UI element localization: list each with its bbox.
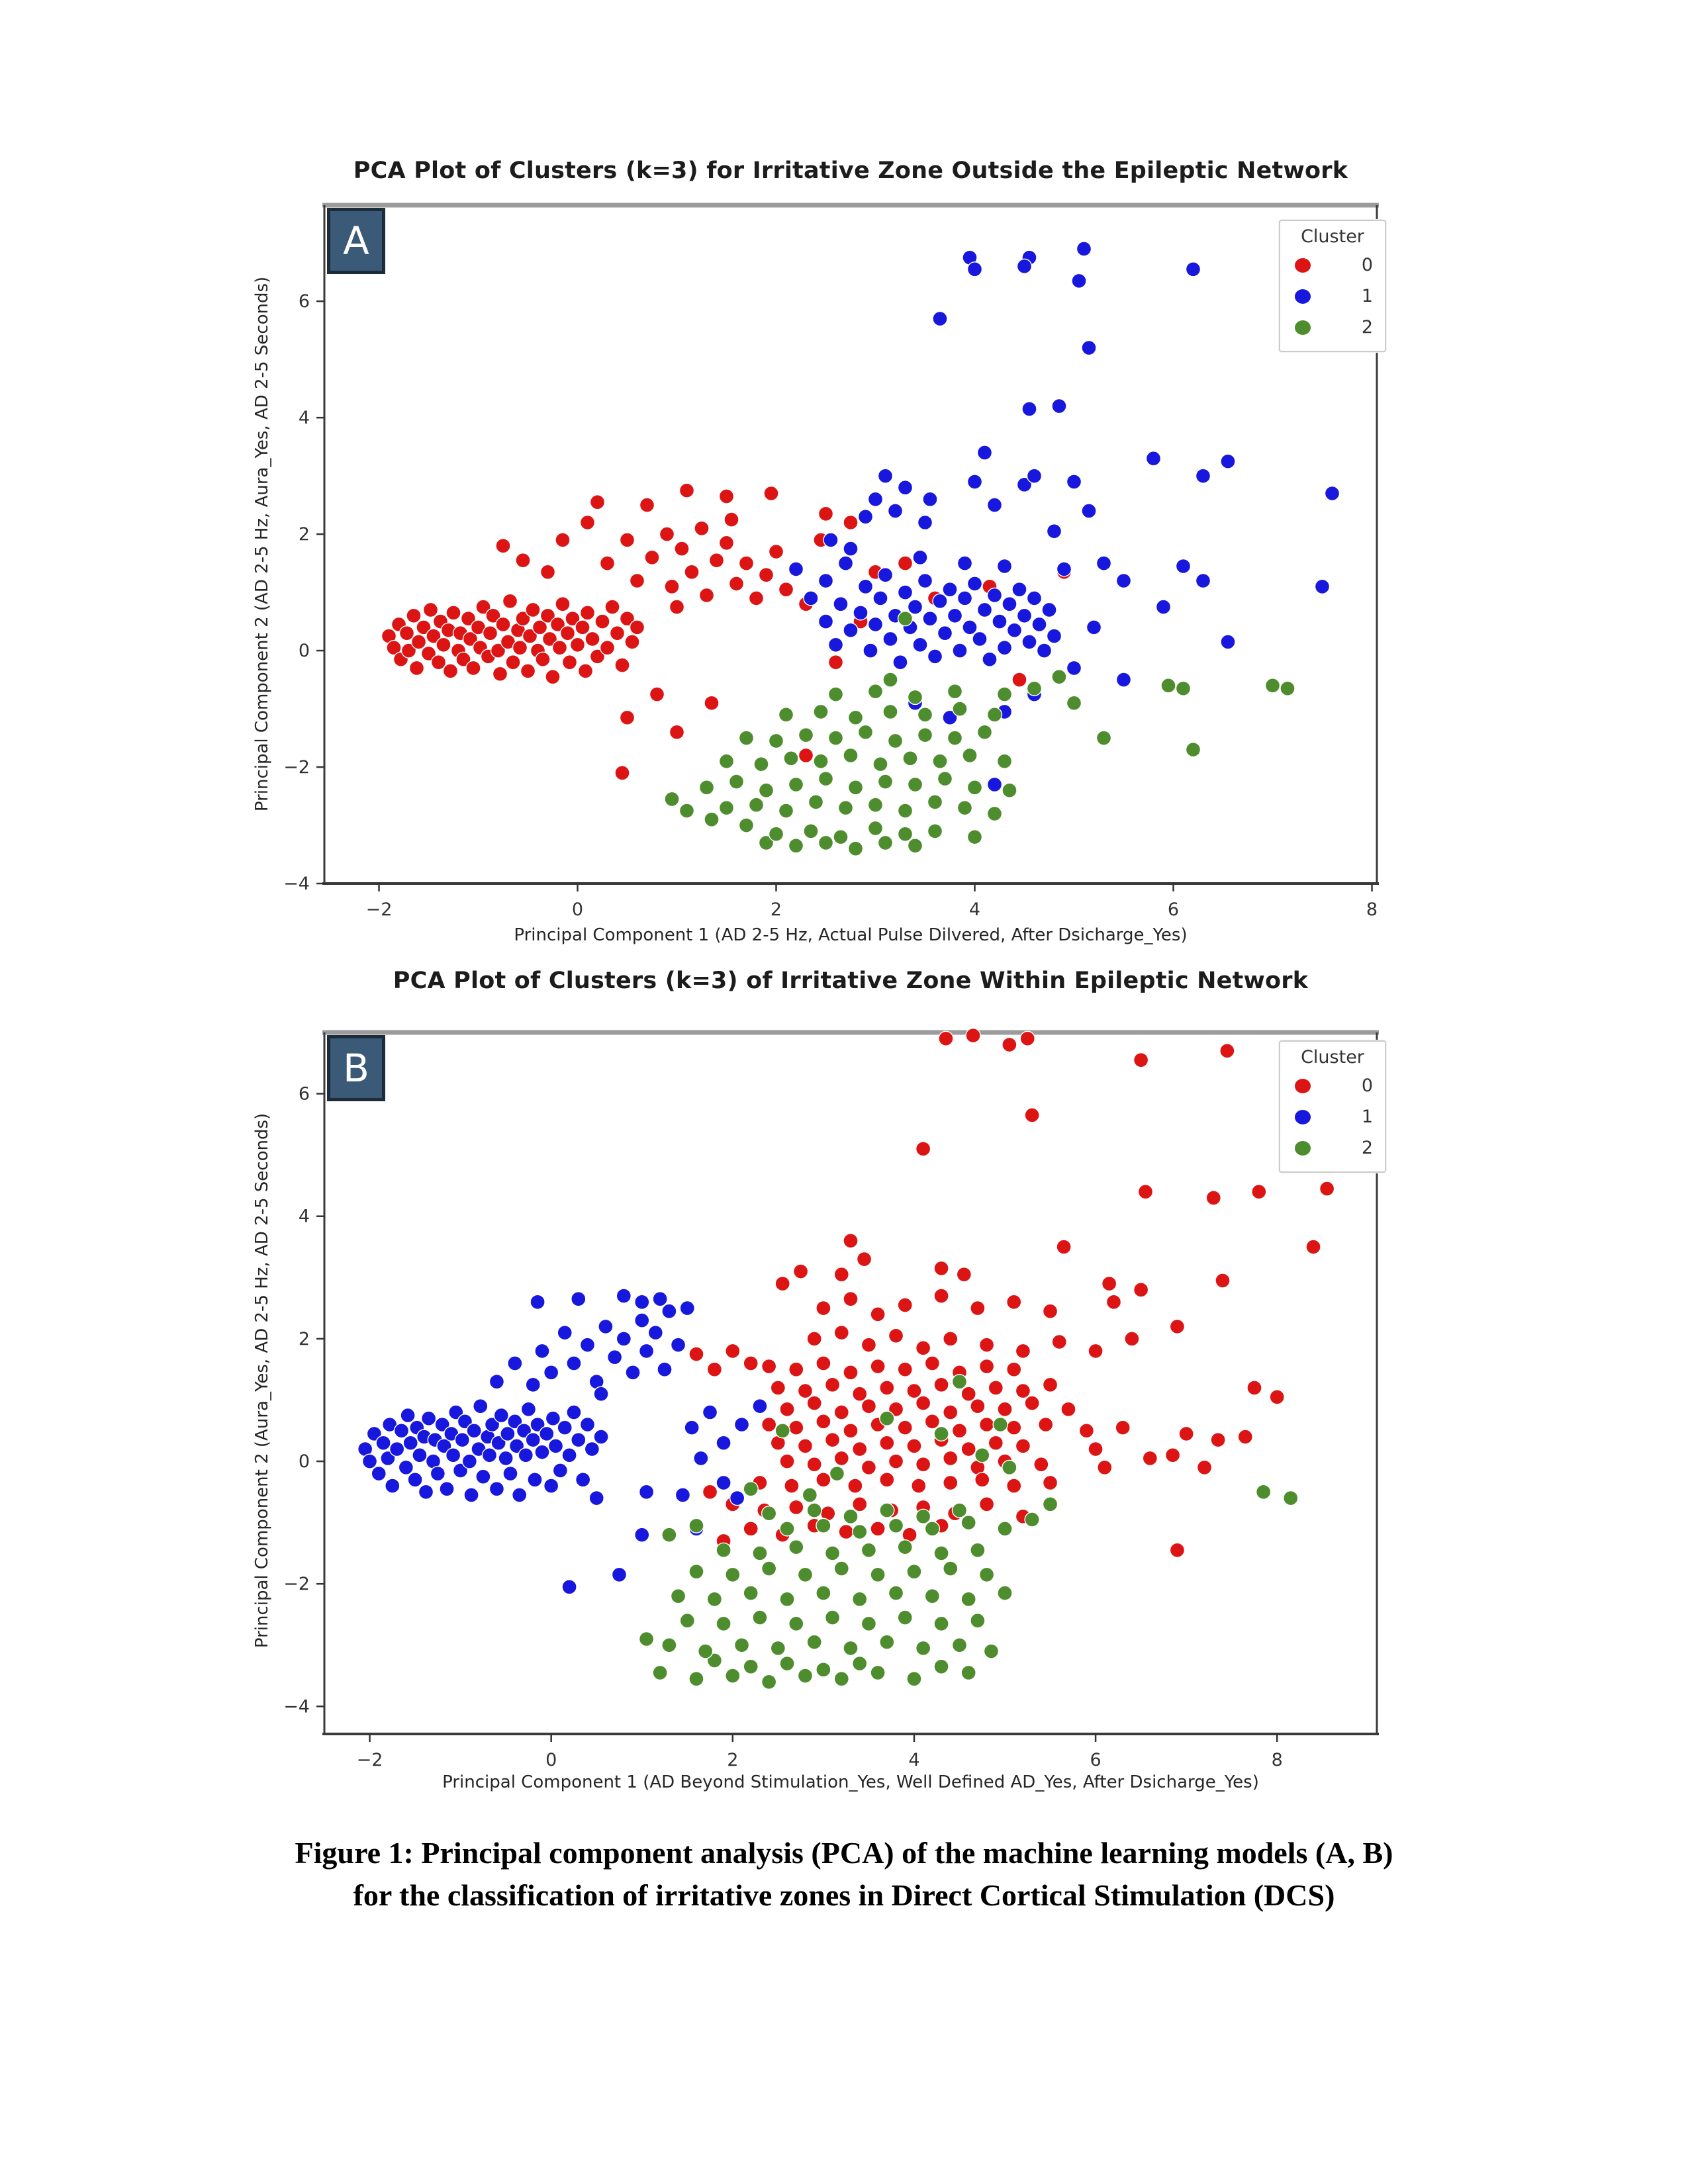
svg-text:−2: −2 [366,899,393,920]
cluster-2-dot-icon [1295,1140,1311,1156]
svg-text:6: 6 [1090,1750,1101,1770]
figure-caption: Figure 1: Principal component analysis (… [0,1832,1688,1917]
svg-text:0: 0 [299,1451,310,1472]
legend-title: Cluster [1301,226,1364,247]
svg-text:6: 6 [299,1084,310,1105]
plot-b-xaxis-label: Principal Component 1 (AD Beyond Stimula… [442,1772,1259,1792]
svg-text:4: 4 [299,1206,310,1227]
cluster-1-dot-icon [1295,289,1311,304]
legend-title: Cluster [1301,1047,1364,1068]
svg-text:6: 6 [1168,899,1179,920]
plot-b-title: PCA Plot of Clusters (k=3) of Irritative… [393,968,1309,994]
plot-a-title: PCA Plot of Clusters (k=3) for Irritativ… [353,158,1348,184]
figure-caption-line1: Figure 1: Principal component analysis (… [295,1836,1393,1870]
cluster-0-dot-icon [1295,257,1311,273]
svg-text:2: 2 [727,1750,738,1770]
svg-text:6: 6 [299,291,310,312]
svg-text:−2: −2 [283,757,310,778]
svg-text:4: 4 [299,408,310,428]
figure-caption-line2: for the classification of irritative zon… [353,1878,1335,1912]
legend-item-cluster-1: 1 [1287,1101,1378,1132]
cluster-1-dot-icon [1295,1109,1311,1124]
plot-b-canvas: −2 0 2 4 6 8 −4 −2 0 2 4 6 [283,1027,1379,1770]
svg-text:4: 4 [908,1750,919,1770]
legend-item-cluster-0: 0 [1287,250,1378,281]
plot-a-legend: Cluster 0 1 2 [1279,220,1386,352]
svg-text:0: 0 [545,1750,557,1770]
svg-text:−4: −4 [283,1696,310,1717]
cluster-2-dot-icon [1295,320,1311,335]
plot-a-xaxis-label: Principal Component 1 (AD 2-5 Hz, Actual… [514,925,1188,945]
plot-a-canvas: −2 0 2 4 6 8 −4 −2 0 2 4 6 [283,203,1379,920]
legend-item-cluster-1: 1 [1287,281,1378,312]
svg-text:0: 0 [572,899,583,920]
svg-text:8: 8 [1272,1750,1283,1770]
plot-b-yaxis-label: Principal Component 2 (Aura_Yes, AD 2-5 … [252,1113,272,1649]
svg-text:−4: −4 [283,874,310,894]
svg-text:−2: −2 [283,1574,310,1594]
svg-text:0: 0 [299,641,310,661]
svg-text:2: 2 [299,524,310,545]
svg-text:2: 2 [299,1329,310,1349]
legend-item-cluster-0: 0 [1287,1070,1378,1101]
legend-item-cluster-2: 2 [1287,1132,1378,1163]
svg-text:−2: −2 [357,1750,383,1770]
panel-b-badge: B [327,1035,385,1101]
plot-a-yaxis-label: Principal Component 2 (AD 2-5 Hz, Aura_Y… [252,276,272,812]
plot-b-legend: Cluster 0 1 2 [1279,1040,1386,1173]
svg-text:8: 8 [1366,899,1378,920]
legend-item-cluster-2: 2 [1287,312,1378,343]
cluster-0-dot-icon [1295,1078,1311,1093]
svg-text:2: 2 [771,899,782,920]
svg-text:4: 4 [969,899,980,920]
panel-a-badge: A [327,208,385,274]
